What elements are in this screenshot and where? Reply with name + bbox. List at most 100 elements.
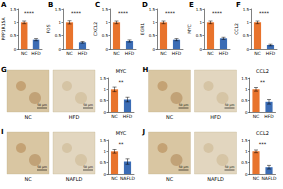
svg-text:J: J bbox=[142, 128, 146, 136]
svg-text:0: 0 bbox=[245, 172, 248, 177]
svg-text:MYC: MYC bbox=[116, 68, 127, 74]
svg-text:A: A bbox=[1, 1, 7, 9]
svg-text:NC: NC bbox=[66, 51, 73, 56]
svg-text:B: B bbox=[48, 1, 53, 9]
svg-text:NC: NC bbox=[254, 51, 261, 56]
svg-text:1.5: 1.5 bbox=[149, 7, 156, 12]
svg-text:0: 0 bbox=[199, 47, 202, 52]
svg-text:0.5: 0.5 bbox=[241, 160, 248, 165]
svg-text:****: **** bbox=[259, 10, 270, 16]
svg-text:NC: NC bbox=[166, 176, 174, 182]
svg-text:NC: NC bbox=[253, 176, 260, 181]
svg-text:HFD: HFD bbox=[172, 51, 182, 56]
svg-text:0.5: 0.5 bbox=[10, 33, 17, 38]
svg-text:1: 1 bbox=[103, 149, 106, 154]
svg-text:HFD: HFD bbox=[266, 51, 276, 56]
svg-text:EGR1: EGR1 bbox=[140, 23, 145, 35]
svg-text:0: 0 bbox=[58, 47, 61, 52]
svg-text:NC: NC bbox=[207, 51, 214, 56]
svg-text:0.5: 0.5 bbox=[243, 33, 250, 38]
svg-text:50 μm: 50 μm bbox=[83, 165, 93, 169]
svg-text:50 μm: 50 μm bbox=[83, 103, 93, 107]
svg-text:1: 1 bbox=[58, 20, 61, 25]
svg-text:CXCL2: CXCL2 bbox=[93, 22, 98, 37]
svg-text:CCL2: CCL2 bbox=[256, 68, 269, 74]
svg-text:1.5: 1.5 bbox=[55, 7, 62, 12]
svg-text:***: *** bbox=[259, 141, 267, 147]
svg-text:CCL2: CCL2 bbox=[234, 23, 239, 35]
svg-text:****: **** bbox=[24, 10, 35, 16]
svg-text:NAFLD: NAFLD bbox=[66, 176, 83, 182]
svg-text:HFD: HFD bbox=[78, 51, 88, 56]
svg-text:1.5: 1.5 bbox=[102, 7, 109, 12]
svg-text:NC: NC bbox=[111, 114, 118, 119]
svg-text:0.5: 0.5 bbox=[100, 160, 107, 165]
svg-text:1: 1 bbox=[14, 20, 17, 25]
svg-text:NAFLD: NAFLD bbox=[261, 176, 277, 181]
svg-text:**: ** bbox=[260, 79, 266, 85]
svg-text:0: 0 bbox=[14, 47, 17, 52]
svg-text:1: 1 bbox=[246, 20, 249, 25]
svg-text:****: **** bbox=[212, 10, 223, 16]
svg-text:PPP1R15A: PPP1R15A bbox=[1, 17, 6, 41]
svg-text:I: I bbox=[1, 128, 4, 136]
svg-text:HFD: HFD bbox=[125, 51, 135, 56]
svg-text:1: 1 bbox=[245, 149, 248, 154]
svg-text:0: 0 bbox=[152, 47, 155, 52]
svg-text:50 μm: 50 μm bbox=[225, 103, 235, 107]
svg-text:****: **** bbox=[118, 10, 129, 16]
svg-text:0: 0 bbox=[246, 47, 249, 52]
svg-text:HFD: HFD bbox=[210, 114, 221, 120]
svg-text:1: 1 bbox=[152, 20, 155, 25]
svg-text:HFD: HFD bbox=[123, 114, 133, 119]
svg-text:NC: NC bbox=[111, 176, 118, 181]
svg-text:**: ** bbox=[119, 79, 125, 85]
svg-text:0: 0 bbox=[105, 47, 108, 52]
svg-text:1: 1 bbox=[199, 20, 202, 25]
svg-text:0: 0 bbox=[245, 110, 248, 115]
svg-text:D: D bbox=[142, 1, 148, 9]
svg-text:NC: NC bbox=[160, 51, 167, 56]
svg-text:MYC: MYC bbox=[187, 24, 192, 34]
svg-text:NC: NC bbox=[253, 114, 260, 119]
svg-text:0: 0 bbox=[103, 110, 106, 115]
svg-text:MYC: MYC bbox=[116, 130, 127, 136]
svg-text:0: 0 bbox=[103, 172, 106, 177]
svg-text:****: **** bbox=[165, 10, 176, 16]
svg-text:1.5: 1.5 bbox=[100, 76, 107, 81]
svg-text:NAFLD: NAFLD bbox=[120, 176, 136, 181]
svg-text:NAFLD: NAFLD bbox=[207, 176, 224, 182]
svg-text:**: ** bbox=[119, 141, 125, 147]
svg-text:1.5: 1.5 bbox=[241, 76, 248, 81]
svg-text:NC: NC bbox=[24, 114, 32, 120]
svg-text:1: 1 bbox=[103, 87, 106, 92]
svg-text:F: F bbox=[236, 1, 241, 9]
svg-text:E: E bbox=[189, 1, 194, 9]
svg-text:G: G bbox=[1, 66, 7, 74]
svg-text:HFD: HFD bbox=[264, 114, 274, 119]
svg-text:0.5: 0.5 bbox=[55, 33, 62, 38]
svg-text:FOS: FOS bbox=[46, 24, 51, 33]
svg-text:NC: NC bbox=[166, 114, 174, 120]
svg-text:1: 1 bbox=[105, 20, 108, 25]
svg-text:1.5: 1.5 bbox=[241, 138, 248, 143]
svg-text:50 μm: 50 μm bbox=[225, 165, 235, 169]
svg-text:50 μm: 50 μm bbox=[37, 103, 47, 107]
svg-text:50 μm: 50 μm bbox=[179, 103, 189, 107]
svg-text:1.5: 1.5 bbox=[100, 138, 107, 143]
svg-text:****: **** bbox=[71, 10, 82, 16]
svg-text:C: C bbox=[95, 1, 100, 9]
svg-text:CCL2: CCL2 bbox=[256, 130, 269, 136]
svg-text:1.5: 1.5 bbox=[196, 7, 203, 12]
svg-text:0.5: 0.5 bbox=[102, 33, 109, 38]
svg-text:0.5: 0.5 bbox=[149, 33, 156, 38]
svg-text:H: H bbox=[143, 66, 149, 74]
svg-text:50 μm: 50 μm bbox=[179, 165, 189, 169]
svg-text:1.5: 1.5 bbox=[243, 7, 250, 12]
svg-text:0.5: 0.5 bbox=[241, 98, 248, 103]
svg-text:HFD: HFD bbox=[69, 114, 80, 120]
svg-text:0.5: 0.5 bbox=[196, 33, 203, 38]
svg-text:NC: NC bbox=[24, 176, 32, 182]
svg-text:50 μm: 50 μm bbox=[37, 165, 47, 169]
svg-text:HFD: HFD bbox=[31, 51, 41, 56]
